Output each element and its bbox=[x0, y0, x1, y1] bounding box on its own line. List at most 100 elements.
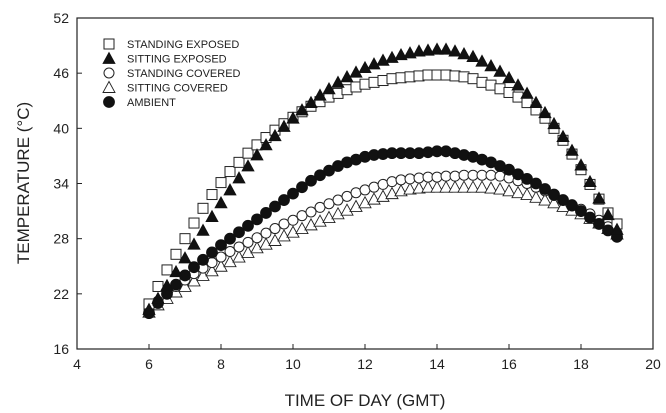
data-point-sitting-covered bbox=[412, 181, 426, 194]
data-point-ambient bbox=[206, 246, 218, 259]
data-point-sitting-exposed bbox=[214, 195, 228, 209]
x-tick-label: 10 bbox=[285, 356, 301, 372]
data-point-sitting-exposed bbox=[601, 207, 615, 221]
x-tick-label: 6 bbox=[145, 356, 153, 372]
data-point-sitting-exposed bbox=[169, 264, 183, 278]
legend-item-ambient: AMBIENT bbox=[103, 96, 176, 109]
data-point-sitting-exposed bbox=[313, 88, 327, 101]
data-point-sitting-covered bbox=[286, 225, 300, 238]
data-point-sitting-covered bbox=[520, 187, 534, 200]
data-point-sitting-exposed bbox=[295, 103, 309, 116]
data-point-sitting-covered bbox=[277, 228, 291, 242]
data-point-sitting-exposed bbox=[151, 291, 165, 304]
data-point-sitting-covered bbox=[322, 210, 336, 223]
legend: STANDING EXPOSED SITTING EXPOSED STANDING … bbox=[102, 38, 241, 109]
data-point-standing-covered bbox=[233, 241, 245, 253]
legend-marker-sitting-exposed bbox=[102, 51, 116, 64]
y-tick-label: 46 bbox=[53, 65, 69, 81]
data-point-sitting-exposed bbox=[223, 183, 237, 196]
data-point-standing-covered bbox=[251, 232, 263, 244]
data-point-sitting-exposed bbox=[367, 57, 381, 70]
data-point-ambient bbox=[305, 174, 317, 187]
y-axis-ticks: 16 22 28 34 40 46 52 bbox=[53, 10, 82, 357]
data-point-sitting-exposed bbox=[250, 148, 264, 161]
data-point-sitting-exposed bbox=[358, 60, 372, 74]
series-ambient bbox=[143, 145, 623, 320]
data-point-sitting-exposed bbox=[340, 70, 354, 83]
data-point-ambient bbox=[197, 253, 209, 266]
x-tick-label: 20 bbox=[645, 356, 661, 372]
data-point-standing-covered bbox=[494, 170, 506, 182]
y-tick-label: 34 bbox=[53, 176, 69, 192]
data-point-ambient bbox=[188, 261, 200, 274]
data-point-sitting-exposed bbox=[520, 86, 534, 99]
data-point-sitting-exposed bbox=[286, 111, 300, 124]
x-tick-label: 8 bbox=[217, 356, 225, 372]
data-point-sitting-exposed bbox=[349, 65, 363, 78]
data-point-standing-exposed bbox=[215, 177, 227, 189]
data-point-standing-exposed bbox=[242, 147, 254, 159]
data-point-sitting-exposed bbox=[547, 116, 561, 130]
data-point-standing-covered bbox=[404, 173, 416, 185]
data-point-standing-covered bbox=[350, 187, 362, 199]
data-point-standing-covered bbox=[224, 246, 236, 258]
data-point-standing-exposed bbox=[179, 233, 191, 245]
legend-item-standing-covered: STANDING COVERED bbox=[103, 67, 241, 80]
data-point-standing-covered bbox=[485, 169, 497, 181]
data-point-standing-covered bbox=[269, 223, 281, 235]
data-point-ambient bbox=[593, 218, 605, 230]
data-point-sitting-exposed bbox=[322, 81, 336, 95]
data-point-standing-exposed bbox=[170, 248, 182, 260]
data-point-sitting-exposed bbox=[610, 222, 624, 235]
data-point-ambient bbox=[170, 278, 182, 291]
data-point-standing-exposed bbox=[197, 202, 209, 214]
data-point-sitting-covered bbox=[475, 180, 489, 193]
data-point-sitting-exposed bbox=[592, 191, 606, 204]
data-point-sitting-exposed bbox=[241, 159, 255, 172]
data-point-standing-exposed bbox=[233, 156, 245, 168]
data-point-sitting-exposed bbox=[502, 70, 516, 84]
data-point-ambient bbox=[548, 188, 560, 201]
x-axis-ticks: 4 6 8 10 12 14 16 18 20 bbox=[73, 344, 661, 372]
data-point-sitting-covered bbox=[295, 221, 309, 235]
data-point-ambient bbox=[296, 181, 308, 194]
x-tick-label: 14 bbox=[429, 356, 445, 372]
data-point-standing-covered bbox=[386, 176, 398, 188]
x-tick-label: 18 bbox=[573, 356, 589, 372]
legend-label: AMBIENT bbox=[127, 97, 176, 109]
data-point-sitting-exposed bbox=[583, 174, 597, 188]
data-point-standing-covered bbox=[332, 194, 344, 206]
data-point-ambient bbox=[530, 177, 542, 190]
data-point-sitting-covered bbox=[259, 237, 273, 250]
data-point-standing-covered bbox=[314, 201, 326, 213]
data-point-ambient bbox=[251, 213, 263, 226]
legend-label: STANDING EXPOSED bbox=[127, 39, 239, 51]
data-point-ambient bbox=[278, 194, 290, 206]
data-point-sitting-covered bbox=[529, 190, 543, 203]
data-point-ambient bbox=[557, 194, 569, 206]
data-point-sitting-covered bbox=[430, 180, 444, 193]
data-point-sitting-covered bbox=[349, 199, 363, 212]
data-point-sitting-covered bbox=[493, 182, 507, 195]
data-point-sitting-covered bbox=[439, 180, 453, 193]
data-point-ambient bbox=[260, 207, 272, 219]
data-point-standing-covered bbox=[215, 251, 227, 263]
data-point-sitting-covered bbox=[457, 180, 471, 193]
legend-item-sitting-covered: SITTING COVERED bbox=[102, 80, 228, 95]
data-point-sitting-exposed bbox=[160, 278, 174, 291]
data-point-sitting-covered bbox=[448, 180, 462, 193]
data-point-sitting-exposed bbox=[412, 44, 426, 57]
data-point-ambient bbox=[539, 183, 551, 195]
data-point-sitting-covered bbox=[331, 206, 345, 220]
legend-item-sitting-exposed: SITTING EXPOSED bbox=[102, 51, 227, 66]
x-tick-label: 12 bbox=[357, 356, 373, 372]
legend-label: SITTING COVERED bbox=[127, 83, 228, 95]
data-point-sitting-exposed bbox=[511, 78, 525, 91]
data-point-sitting-exposed bbox=[394, 47, 408, 61]
y-tick-label: 22 bbox=[53, 286, 69, 302]
data-point-sitting-covered bbox=[340, 203, 354, 216]
legend-marker-ambient bbox=[103, 96, 115, 108]
data-point-standing-covered bbox=[260, 227, 272, 239]
data-point-standing-covered bbox=[449, 170, 461, 182]
